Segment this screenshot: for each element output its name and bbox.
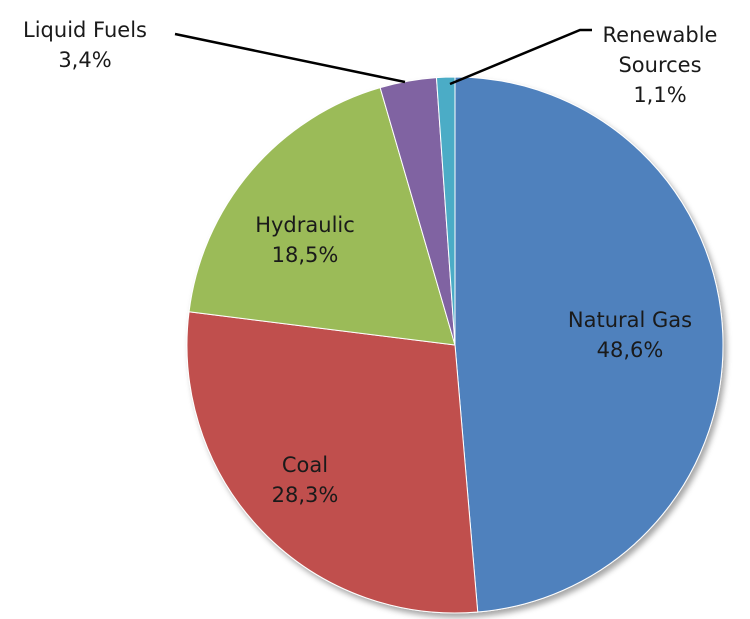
category-label: Hydraulic — [255, 213, 355, 237]
slice-label: Liquid Fuels 3,4% — [0, 15, 175, 75]
value-label: 3,4% — [58, 48, 112, 72]
pie-slice — [454, 76, 724, 613]
pie — [186, 76, 724, 614]
slice-label: Hydraulic 18,5% — [230, 210, 380, 270]
value-label: 28,3% — [271, 483, 339, 507]
leader-line — [174, 32, 406, 84]
category-label: Coal — [281, 453, 329, 477]
slice-label: Renewable Sources 1,1% — [595, 20, 725, 110]
category-label: Natural Gas — [567, 308, 693, 332]
slice-label: Natural Gas 48,6% — [530, 305, 730, 365]
pie-slice — [188, 87, 456, 346]
slice-label: Coal 28,3% — [230, 450, 380, 510]
value-label: 1,1% — [633, 83, 687, 107]
value-label: 48,6% — [596, 338, 664, 362]
value-label: 18,5% — [271, 243, 339, 267]
leader-line — [449, 28, 592, 86]
pie-slice — [435, 76, 456, 346]
pie-slice — [186, 311, 479, 614]
category-label: Renewable Sources — [602, 23, 718, 77]
category-label: Liquid Fuels — [23, 18, 147, 42]
